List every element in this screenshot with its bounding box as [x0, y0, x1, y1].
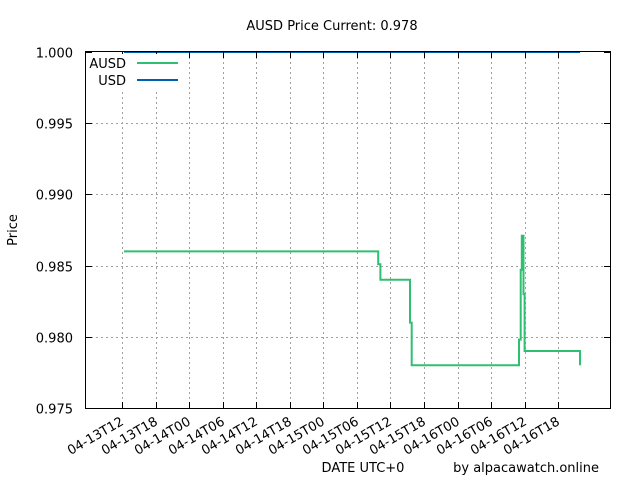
- legend-label: AUSD: [89, 57, 126, 72]
- grid-lines: [86, 52, 610, 408]
- y-tick-label: 0.995: [36, 118, 73, 133]
- x-axis-label: DATE UTC+0: [322, 461, 405, 476]
- series-layer: [124, 51, 581, 367]
- y-tick-label: 0.980: [36, 332, 73, 347]
- series-line-ausd: [124, 234, 581, 367]
- y-tick-label: 0.975: [36, 403, 73, 418]
- chart-title: AUSD Price Current: 0.978: [246, 19, 417, 34]
- y-tick-label: 1.000: [36, 47, 73, 62]
- legend-label: USD: [98, 74, 126, 89]
- plot-frame: [85, 51, 611, 409]
- y-tick-label: 0.990: [36, 189, 73, 204]
- y-tick-label: 0.985: [36, 261, 73, 276]
- credit-label: by alpacawatch.online: [453, 461, 599, 476]
- y-axis-label: Price: [6, 214, 21, 246]
- legend: AUSD USD: [86, 54, 184, 90]
- legend-background: [86, 54, 184, 90]
